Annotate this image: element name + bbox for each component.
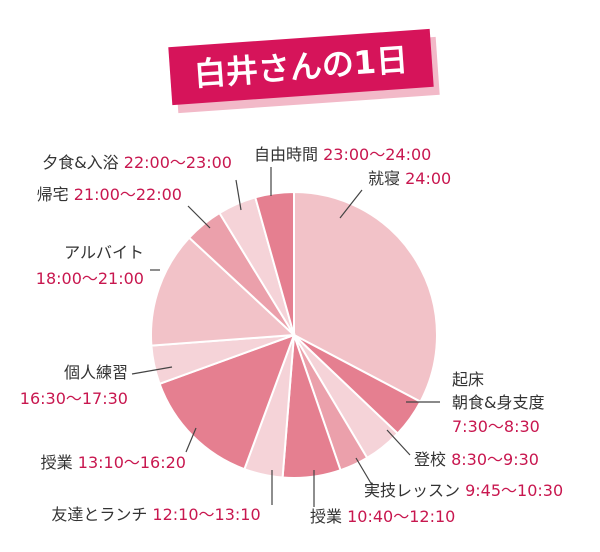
leader-line-3 [355, 457, 373, 486]
slice-time-label: 13:10〜16:20 [78, 453, 186, 472]
leader-line-6 [185, 427, 197, 453]
slice-time-label: 22:00〜23:00 [124, 153, 232, 172]
slice-label-1-line-0: 起床 [452, 370, 484, 389]
slice-label-3-line-0: 実技レッスン 9:45〜10:30 [364, 481, 563, 500]
leader-line-2 [386, 429, 411, 456]
slice-name-label: 夕食&入浴 [42, 153, 124, 172]
leader-lines [131, 167, 440, 507]
slice-time-label: 16:30〜17:30 [20, 389, 128, 408]
slice-label-1-line-2: 7:30〜8:30 [452, 417, 540, 436]
leader-line-9 [187, 205, 211, 229]
leader-line-0 [339, 189, 363, 219]
pie-slices [149, 190, 438, 479]
slice-name-label: 朝食&身支度 [452, 393, 544, 412]
leader-line-7 [131, 366, 173, 375]
slice-label-4-line-0: 授業 10:40〜12:10 [310, 507, 455, 526]
slice-time-label: 7:30〜8:30 [452, 417, 540, 436]
pie-slice-11 [254, 190, 295, 336]
slice-label-7-line-0: 個人練習 [64, 363, 128, 382]
pie-slice-8 [149, 236, 297, 347]
slice-time-label: 12:10〜13:10 [152, 505, 260, 524]
slice-label-7-line-1: 16:30〜17:30 [20, 389, 128, 408]
slice-name-label: 個人練習 [64, 363, 128, 382]
slice-name-label: アルバイト [64, 243, 144, 262]
slice-name-label: 自由時間 [254, 145, 323, 164]
slice-name-label: 起床 [452, 370, 484, 389]
pie-slice-0 [293, 190, 438, 404]
slice-label-2-line-0: 登校 8:30〜9:30 [414, 450, 539, 469]
slice-name-label: 帰宅 [37, 185, 74, 204]
slice-name-label: 授業 [41, 453, 78, 472]
slice-time-label: 21:00〜22:00 [74, 185, 182, 204]
slice-label-6-line-0: 授業 13:10〜16:20 [41, 453, 186, 472]
slice-label-8-line-0: アルバイト [64, 243, 144, 262]
title-banner: 白井さんの1日 [168, 28, 440, 114]
slice-time-label: 8:30〜9:30 [451, 450, 539, 469]
slice-label-8-line-1: 18:00〜21:00 [36, 269, 144, 288]
slice-label-9-line-0: 帰宅 21:00〜22:00 [37, 185, 182, 204]
title-background [168, 28, 434, 106]
slice-name-label: 友達とランチ [51, 505, 152, 524]
slice-name-label: 授業 [310, 507, 347, 526]
slice-label-11-line-0: 自由時間 23:00〜24:00 [254, 145, 431, 164]
slice-name-label: 実技レッスン [364, 481, 465, 500]
slice-time-label: 18:00〜21:00 [36, 269, 144, 288]
slice-label-0-line-0: 就寝 24:00 [368, 169, 451, 188]
slice-name-label: 就寝 [368, 169, 405, 188]
slice-time-label: 10:40〜12:10 [347, 507, 455, 526]
slice-name-label: 登校 [414, 450, 451, 469]
slice-time-label: 9:45〜10:30 [465, 481, 563, 500]
slice-label-10-line-0: 夕食&入浴 22:00〜23:00 [42, 153, 232, 172]
slice-time-label: 23:00〜24:00 [323, 145, 431, 164]
slice-label-1-line-1: 朝食&身支度 [452, 393, 544, 412]
slice-label-5-line-0: 友達とランチ 12:10〜13:10 [51, 505, 260, 524]
slice-time-label: 24:00 [405, 169, 451, 188]
leader-line-10 [235, 179, 242, 211]
